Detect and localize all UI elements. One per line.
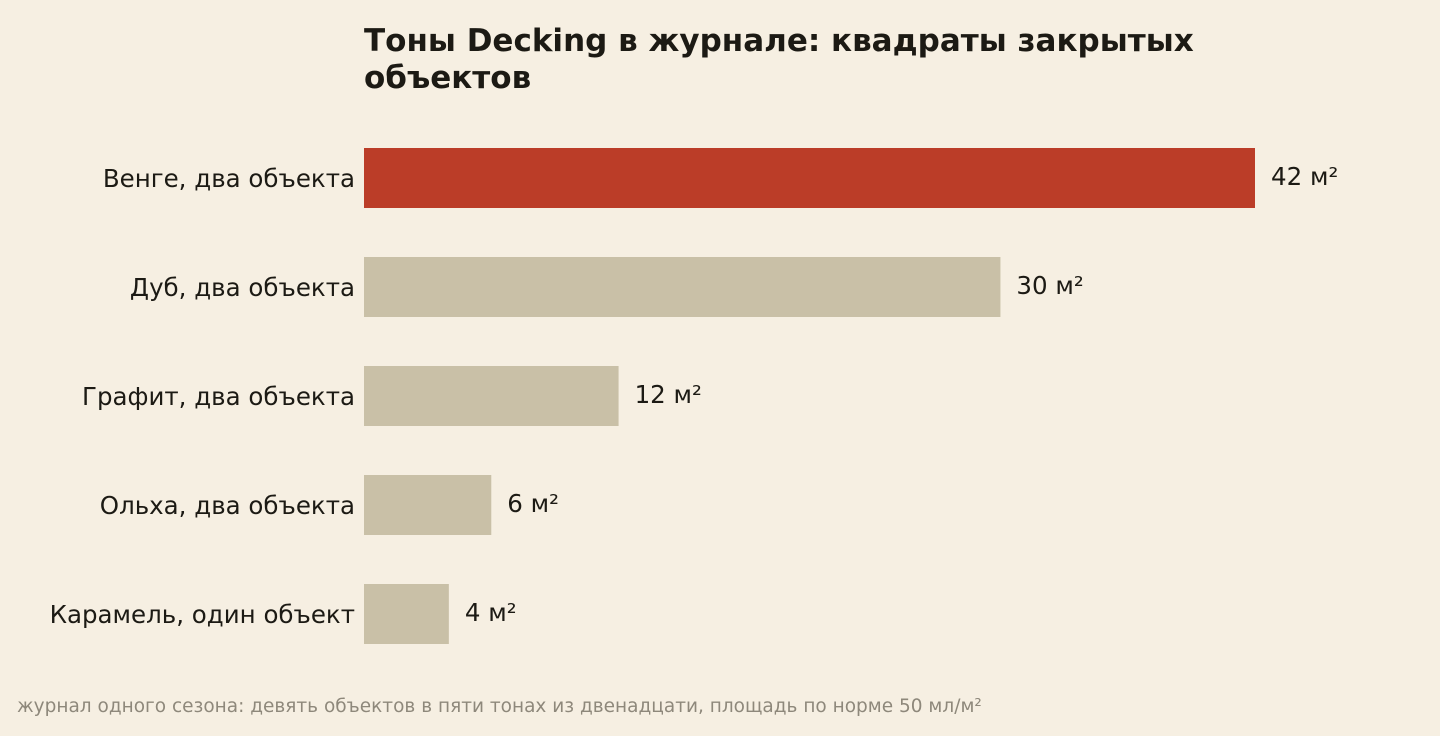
value-label: 12 м² [635, 380, 702, 409]
bar [364, 148, 1255, 208]
bar [364, 584, 449, 644]
value-label: 4 м² [465, 598, 517, 627]
value-label: 6 м² [507, 489, 559, 518]
category-label: Карамель, один объект [50, 600, 355, 629]
category-label: Дуб, два объекта [130, 273, 355, 302]
bar [364, 366, 619, 426]
chart-title-line-2: объектов [364, 60, 531, 96]
value-label: 42 м² [1271, 162, 1338, 191]
bar [364, 475, 492, 535]
chart-title-line-1: Тоны Decking в журнале: квадраты закрыты… [364, 23, 1194, 59]
value-label: 30 м² [1016, 271, 1083, 300]
bar [364, 257, 1001, 317]
category-label: Графит, два объекта [82, 382, 355, 411]
bars-group: Венге, два объекта 42 м² Дуб, два объекта 3… [50, 148, 1338, 644]
chart-footnote: журнал одного сезона: девять объектов в … [17, 696, 982, 717]
category-label: Ольха, два объекта [100, 491, 355, 520]
category-label: Венге, два объекта [103, 164, 355, 193]
